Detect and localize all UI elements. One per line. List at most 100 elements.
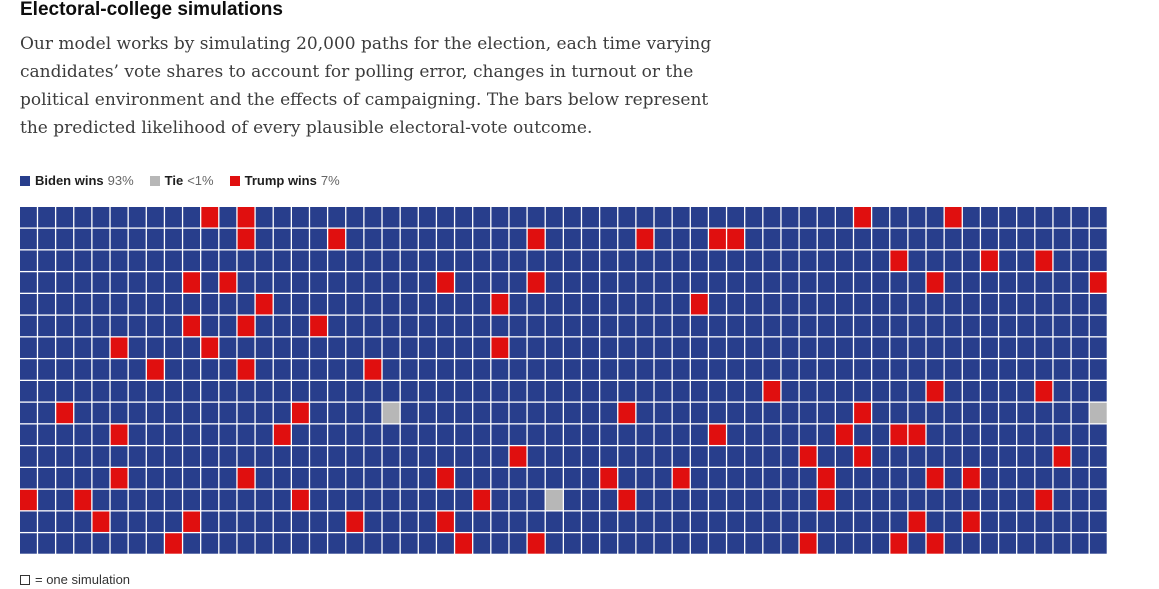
cell-biden [110, 272, 128, 293]
cell-biden [110, 402, 128, 424]
cell-trump [527, 533, 545, 554]
cell-biden [727, 511, 745, 532]
cell-biden [672, 228, 690, 250]
footnote: = one simulation [20, 572, 130, 587]
cell-biden [564, 228, 581, 250]
cell-biden [20, 359, 37, 380]
cell-biden [255, 511, 273, 532]
cell-biden [690, 468, 708, 489]
cell-trump [981, 250, 998, 271]
cell-biden [781, 381, 799, 402]
cell-biden [944, 250, 962, 271]
cell-biden [781, 489, 799, 511]
cell-trump [690, 294, 708, 315]
cell-biden [582, 228, 599, 250]
cell-biden [1053, 228, 1071, 250]
cell-biden [273, 250, 291, 271]
cell-biden [872, 468, 890, 489]
cell-trump [183, 272, 201, 293]
cell-biden [545, 381, 563, 402]
cell-biden [328, 294, 346, 315]
cell-biden [908, 250, 926, 271]
cell-biden [165, 272, 182, 293]
cell-biden [1071, 359, 1089, 380]
cell-biden [237, 272, 255, 293]
cell-trump [908, 424, 926, 445]
cell-biden [727, 207, 745, 228]
cell-biden [600, 294, 618, 315]
cell-biden [491, 272, 509, 293]
cell-biden [836, 337, 853, 358]
cell-trump [437, 511, 454, 532]
cell-biden [1053, 272, 1071, 293]
cell-biden [473, 315, 491, 337]
cell-biden [128, 207, 146, 228]
cell-biden [491, 446, 509, 467]
cell-biden [799, 315, 817, 337]
cell-biden [944, 359, 962, 380]
cell-biden [418, 315, 436, 337]
cell-biden [854, 294, 871, 315]
cell-biden [564, 511, 581, 532]
cell-biden [237, 381, 255, 402]
cell-biden [600, 359, 618, 380]
cell-trump [944, 207, 962, 228]
cell-biden [582, 315, 599, 337]
cell-biden [491, 250, 509, 271]
cell-biden [1017, 381, 1035, 402]
cell-biden [165, 468, 182, 489]
cell-biden [981, 424, 998, 445]
cell-biden [364, 228, 382, 250]
cell-biden [183, 381, 201, 402]
cell-biden [872, 511, 890, 532]
cell-biden [564, 446, 581, 467]
cell-biden [237, 250, 255, 271]
cell-biden [672, 207, 690, 228]
cell-biden [854, 381, 871, 402]
cell-biden [582, 533, 599, 554]
cell-biden [582, 381, 599, 402]
cell-biden [165, 424, 182, 445]
cell-biden [56, 446, 74, 467]
cell-biden [799, 207, 817, 228]
cell-biden [600, 489, 618, 511]
cell-biden [183, 468, 201, 489]
cell-biden [310, 228, 327, 250]
cell-trump [92, 511, 110, 532]
unit-square-icon [20, 574, 30, 585]
cell-biden [854, 359, 871, 380]
cell-biden [346, 359, 364, 380]
cell-biden [201, 402, 219, 424]
cell-biden [872, 533, 890, 554]
cell-biden [400, 489, 418, 511]
cell-biden [292, 533, 309, 554]
cell-biden [962, 207, 980, 228]
cell-biden [201, 489, 219, 511]
cell-biden [727, 294, 745, 315]
cell-trump [310, 315, 327, 337]
cell-biden [1089, 250, 1107, 271]
cell-biden [690, 402, 708, 424]
cell-biden [92, 228, 110, 250]
cell-biden [74, 402, 92, 424]
cell-biden [1017, 489, 1035, 511]
cell-biden [328, 533, 346, 554]
cell-biden [328, 402, 346, 424]
cell-biden [20, 337, 37, 358]
cell-biden [128, 381, 146, 402]
cell-biden [582, 272, 599, 293]
cell-biden [255, 381, 273, 402]
cell-biden [146, 511, 164, 532]
cell-biden [944, 381, 962, 402]
cell-biden [926, 207, 944, 228]
cell-biden [310, 468, 327, 489]
cell-biden [400, 337, 418, 358]
cell-biden [418, 468, 436, 489]
cell-biden [545, 228, 563, 250]
cell-biden [854, 228, 871, 250]
cell-biden [745, 489, 763, 511]
cell-biden [781, 207, 799, 228]
cell-biden [437, 315, 454, 337]
cell-biden [183, 294, 201, 315]
cell-biden [545, 337, 563, 358]
